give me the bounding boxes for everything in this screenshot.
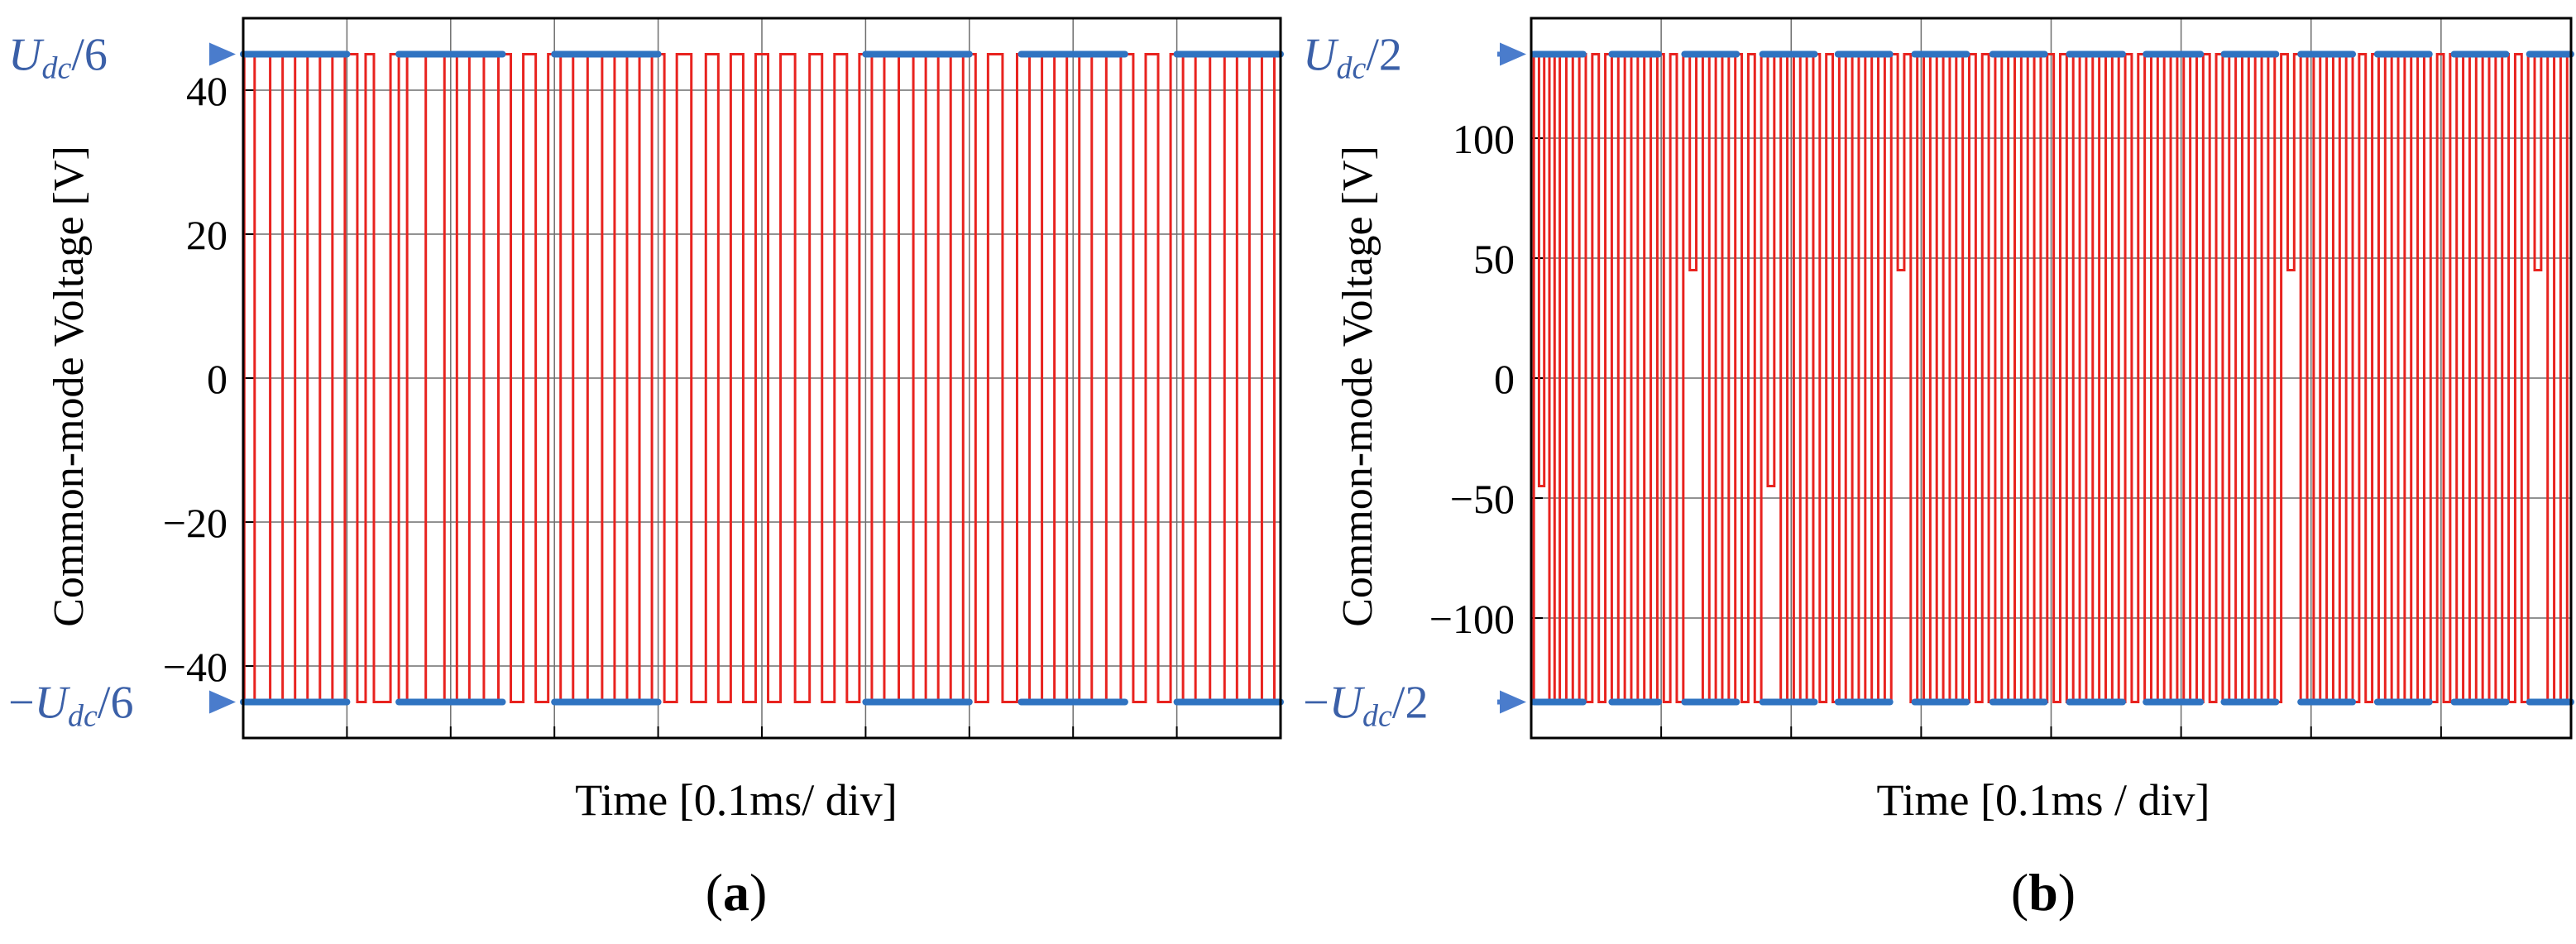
y-tick-label: 0: [1494, 356, 1515, 402]
annotation-part: /2: [1366, 30, 1402, 81]
y-axis-label: Common-mode Voltage [V]: [45, 146, 93, 627]
x-axis-label: Time [0.1ms / div]: [1876, 775, 2210, 825]
y-tick-label: 100: [1453, 116, 1515, 162]
y-tick-label: 0: [207, 356, 227, 402]
annotation-arrow-head: [209, 690, 236, 714]
y-tick-label: −20: [163, 500, 227, 546]
annotation-top-label: Udc/2: [1303, 30, 1402, 86]
panel-label: (b): [2011, 863, 2076, 922]
annotation-part: /2: [1392, 678, 1429, 729]
annotation-arrow-head: [209, 42, 236, 66]
annotation-part: /6: [98, 678, 134, 729]
plot-frame: [242, 17, 1282, 740]
plot-frame: [1530, 17, 2573, 740]
annotation-part: /6: [71, 30, 108, 81]
annotation-part: dc: [68, 699, 98, 734]
annotation-bottom-label: −Udc/6: [8, 678, 133, 734]
y-axis-label: Common-mode Voltage [V]: [1334, 146, 1381, 627]
annotation-arrow-head: [1500, 690, 1526, 714]
panel-label-paren: (: [706, 863, 723, 922]
y-tick-label: 50: [1473, 236, 1515, 282]
panel-label-letter: b: [2028, 863, 2058, 922]
annotation-arrow-head: [1500, 42, 1526, 66]
y-tick-label: 20: [186, 212, 227, 258]
annotation-part: U: [35, 678, 71, 729]
annotation-part: dc: [1362, 699, 1392, 734]
panel-label-letter: a: [723, 863, 749, 922]
annotation-bottom-label: −Udc/2: [1303, 678, 1428, 734]
y-tick-label: −40: [163, 644, 227, 690]
annotation-part: −: [1303, 678, 1329, 729]
x-axis-label: Time [0.1ms/ div]: [575, 775, 898, 825]
annotation-part: U: [8, 30, 45, 81]
y-tick-label: −100: [1429, 596, 1515, 642]
panel-label-paren: (: [2011, 863, 2028, 922]
waveform-series: [1531, 53, 2571, 703]
y-tick-label: −50: [1450, 476, 1515, 522]
annotation-part: dc: [1336, 51, 1366, 86]
annotation-top-label: Udc/6: [8, 30, 108, 86]
panel-label-paren: ): [749, 863, 767, 922]
panel-label: (a): [706, 863, 768, 922]
panel-label-paren: ): [2058, 863, 2076, 922]
annotation-part: U: [1329, 678, 1366, 729]
annotation-part: U: [1303, 30, 1339, 81]
annotation-part: dc: [41, 51, 71, 86]
y-tick-label: 40: [186, 68, 227, 114]
annotation-part: −: [8, 678, 35, 729]
waveform-series: [242, 53, 1281, 703]
